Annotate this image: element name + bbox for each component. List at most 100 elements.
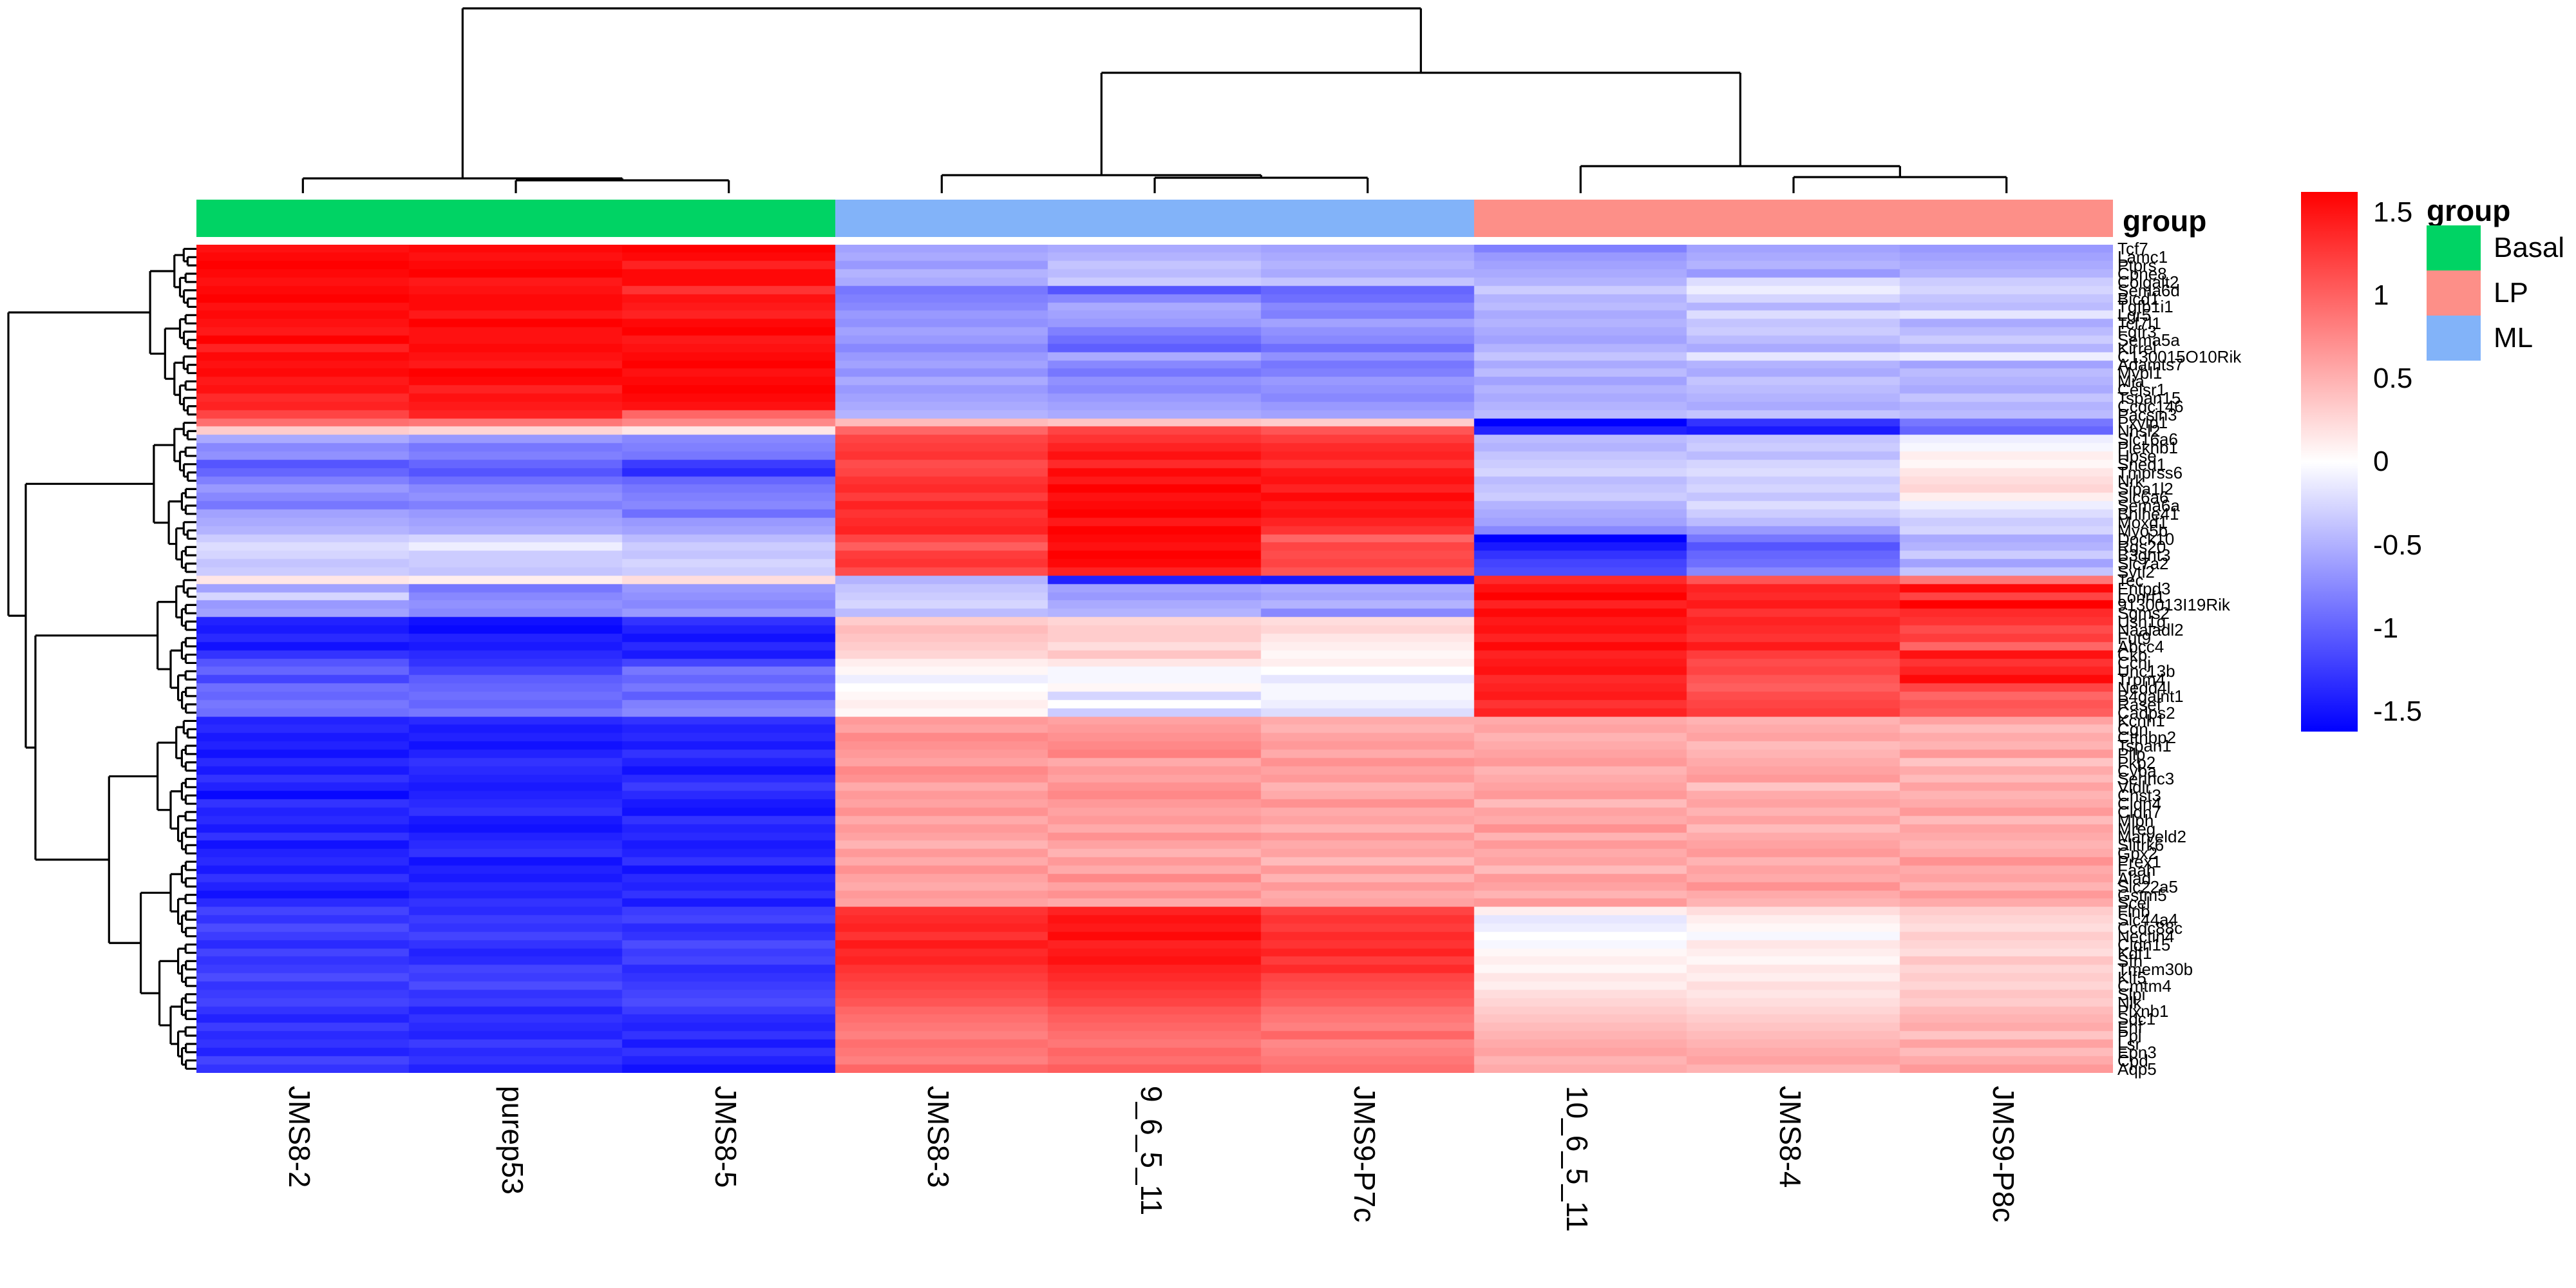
row-label: Ckb [2117,645,2148,665]
column-label: 10_6_5_11 [1560,1086,1595,1232]
column-label: JMS9-P8c [1986,1086,2020,1223]
colorbar-tick-label: 0.5 [2373,363,2413,395]
row-label: Tec [2117,570,2144,590]
legend-label-ml: ML [2494,322,2533,354]
row-label: Tmprss6 [2117,462,2183,482]
row-label: Mlph [2117,810,2154,830]
colorbar-tick-label: -1 [2373,612,2399,644]
row-label: Sema6d [2117,280,2180,300]
colorbar-tick-label: 0 [2373,446,2389,478]
colorbar-tick-label: 1.5 [2373,196,2413,228]
row-label: Lonrf1 [2117,587,2165,607]
legend-swatch-basal [2427,225,2481,270]
row-label: Cpne8 [2117,264,2167,283]
row-label: Trpm4 [2117,670,2166,690]
row-label: Sytl2 [2117,562,2155,582]
row-label: Slc7a2 [2117,554,2169,574]
row-label: Entpd3 [2117,578,2171,598]
row-label: 9130013I19Rik [2117,595,2230,615]
row-label: Fut9 [2117,628,2152,648]
row-label: Slc16a6 [2117,430,2178,450]
row-label: Epn3 [2117,1042,2157,1062]
row-label: Ccdc88c [2117,918,2183,938]
row-label: Naaladl2 [2117,620,2184,639]
row-label: Ptprs [2117,256,2157,276]
row-label: Sdc1 [2117,1009,2156,1029]
row-label: Cadps2 [2117,703,2175,723]
row-label: Ccdc146 [2117,396,2184,416]
row-label: Aqp5 [2117,1059,2157,1079]
row-label: Alad [2117,868,2152,888]
row-label: Tspan15 [2117,388,2181,408]
row-label: Pacsin3 [2117,404,2177,424]
row-label: Lsr [2117,1034,2141,1054]
row-label: Ush1g [2117,612,2166,632]
legend-label-basal: Basal [2494,232,2565,263]
colorbar-tick-label: -0.5 [2373,529,2422,561]
row-label: Kdf1 [2117,943,2152,963]
row-label: Cttnbp2 [2117,728,2177,748]
row-label: Moxd1 [2117,512,2168,532]
row-label: Cldn15 [2117,934,2171,954]
row-label: Chst3 [2117,786,2161,806]
row-label: Abcc4 [2117,636,2164,656]
annotation-segment-basal [196,200,835,237]
row-label: Sned1 [2117,454,2166,474]
row-label: Kirrel [2117,338,2157,358]
row-label: Lgr5 [2117,305,2152,325]
colorbar-gradient [2301,192,2358,732]
row-label: B3gnt3 [2117,545,2171,565]
row-label: Faah [2117,860,2156,880]
row-label: Pkp2 [2117,752,2156,772]
column-annotation-bar [196,200,2113,237]
row-label: Mreg [2117,819,2156,838]
row-label: Slc44a4 [2117,910,2178,930]
column-label: JMS8-3 [922,1086,956,1188]
row-label: Tgfb1i1 [2117,297,2174,317]
row-label: Adamts7 [2117,355,2184,375]
row-label: Fgfr3 [2117,322,2157,342]
row-label: Rgs20 [2117,537,2166,557]
colorbar-tick-label: -1.5 [2373,695,2422,727]
row-label: Kcnh1 [2117,711,2165,731]
annotation-segment-ml [835,200,1474,237]
row-label: Tcf7 [2117,239,2148,259]
row-label: Pllp [2117,744,2146,764]
row-label: Cpd [2117,1050,2148,1070]
row-label: Flnb [2117,902,2150,922]
row-label: Gstm5 [2117,885,2167,905]
row-label: Nrk [2117,471,2144,491]
row-label: Prex1 [2117,852,2161,872]
row-label: Slitrk6 [2117,835,2164,855]
row-label: Sipa1l2 [2117,479,2174,499]
row-label: Mybl1 [2117,363,2163,383]
row-label: Pxylp1 [2117,413,2168,433]
column-label: JMS8-2 [283,1086,317,1188]
row-label: Ehf [2117,1018,2143,1037]
column-label: JMS8-4 [1774,1086,1807,1188]
row-label: Cgn [2117,719,2148,739]
legend-label-lp: LP [2494,277,2528,308]
row-label: Slpi [2117,984,2146,1004]
row-label: Hpse [2117,446,2157,466]
column-label: purep53 [496,1086,529,1195]
row-label: Rasef [2117,694,2161,714]
column-label: 9_6_5_11 [1135,1086,1168,1216]
dendrogram-lines [7,7,2008,1070]
row-label: Nedd4l [2117,678,2171,697]
row-label: Colgalt2 [2117,272,2179,292]
row-label: Unc13b [2117,661,2175,681]
row-label: Vldlr [2117,777,2152,797]
row-label: Serinc3 [2117,769,2175,789]
row-label: Tcf7l1 [2117,314,2161,334]
row-label: Nectin4 [2117,926,2175,946]
row-label: Tmem30b [2117,960,2193,980]
row-label: Slc22a5 [2117,876,2178,896]
heatmap-canvas [196,245,2113,1073]
row-label: Ccnj [2117,653,2152,673]
colorbar-tick-label: 1 [2373,279,2389,312]
row-label: Scel [2117,893,2150,913]
row-label: Plxnb1 [2117,1001,2169,1021]
